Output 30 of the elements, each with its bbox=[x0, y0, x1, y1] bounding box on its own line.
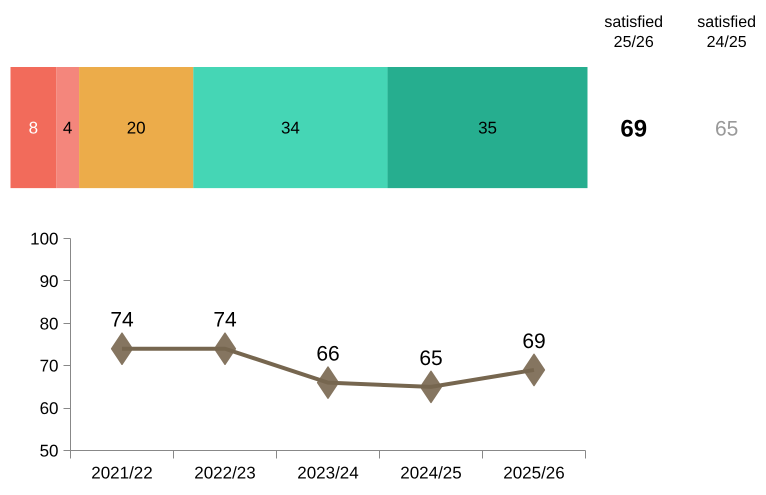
y-tick-label: 90 bbox=[40, 272, 59, 291]
x-tick-label: 2023/24 bbox=[297, 464, 359, 482]
bar bbox=[56, 67, 80, 188]
data-label: 66 bbox=[316, 342, 340, 366]
bar bbox=[388, 67, 588, 188]
x-tick-label: 2021/22 bbox=[91, 464, 153, 482]
y-tick-label: 50 bbox=[40, 442, 59, 460]
data-label: 65 bbox=[419, 346, 443, 370]
x-tick-label: 2022/23 bbox=[194, 464, 256, 482]
data-label: 4 bbox=[62, 118, 72, 138]
text: satisfied 25/26 bbox=[604, 14, 664, 52]
data-label: 69 bbox=[522, 330, 546, 353]
data-label: 74 bbox=[110, 308, 134, 332]
y-tick-label: 70 bbox=[40, 356, 59, 376]
data-label: 20 bbox=[126, 118, 146, 138]
data-label: 8 bbox=[28, 118, 38, 138]
data-label: 34 bbox=[280, 118, 300, 138]
y-tick-label: 80 bbox=[40, 314, 59, 334]
bar bbox=[193, 67, 388, 188]
bar bbox=[79, 67, 194, 188]
text: satisfied 24/25 bbox=[697, 14, 756, 52]
x-tick-label: 2025/26 bbox=[503, 464, 565, 482]
bar bbox=[10, 67, 56, 188]
y-tick-label: 60 bbox=[40, 399, 59, 418]
y-tick-label: 100 bbox=[30, 230, 59, 248]
data-label: 35 bbox=[478, 118, 497, 138]
text: 65 bbox=[714, 117, 738, 140]
text: 69 bbox=[620, 115, 648, 142]
data-label: 74 bbox=[213, 308, 237, 332]
x-tick-label: 2024/25 bbox=[400, 464, 462, 482]
